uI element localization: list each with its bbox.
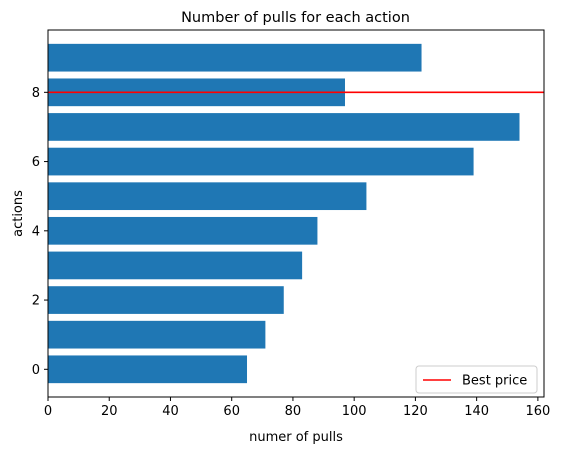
- bar-action-4: [48, 216, 318, 245]
- legend-entry-best-price: Best price: [462, 374, 527, 389]
- bar-action-3: [48, 251, 303, 280]
- bar-action-5: [48, 182, 367, 211]
- y-tick-label: 8: [32, 86, 40, 101]
- x-tick-label: 160: [525, 404, 550, 419]
- y-tick-label: 6: [32, 155, 40, 170]
- x-tick-label: 60: [223, 404, 240, 419]
- x-axis-title: numer of pulls: [249, 430, 343, 445]
- bar-action-7: [48, 113, 520, 141]
- legend: Best price: [415, 365, 538, 394]
- bars-group: [48, 43, 520, 384]
- bar-action-6: [48, 147, 474, 176]
- x-tick-label: 120: [403, 404, 428, 419]
- x-tick-label: 40: [162, 404, 179, 419]
- plot-frame: [47, 29, 545, 398]
- bar-action-0: [48, 355, 248, 384]
- bar-action-1: [48, 320, 266, 349]
- y-tick-label: 2: [32, 294, 40, 309]
- bar-action-9: [48, 43, 422, 72]
- x-axis-ticks: 0 20 40 60 80 100 120 140 160: [44, 397, 550, 419]
- x-tick-label: 100: [342, 404, 367, 419]
- chart-title: Number of pulls for each action: [181, 10, 410, 26]
- y-axis-ticks: 0 2 4 6 8: [32, 86, 48, 378]
- x-tick-label: 140: [464, 404, 489, 419]
- y-tick-label: 0: [32, 363, 40, 378]
- legend-box: [415, 365, 538, 394]
- y-tick-label: 4: [32, 224, 40, 239]
- x-tick-label: 80: [285, 404, 302, 419]
- x-tick-label: 20: [101, 404, 118, 419]
- y-axis-title: actions: [11, 190, 26, 237]
- x-tick-label: 0: [44, 404, 52, 419]
- bar-action-2: [48, 286, 284, 314]
